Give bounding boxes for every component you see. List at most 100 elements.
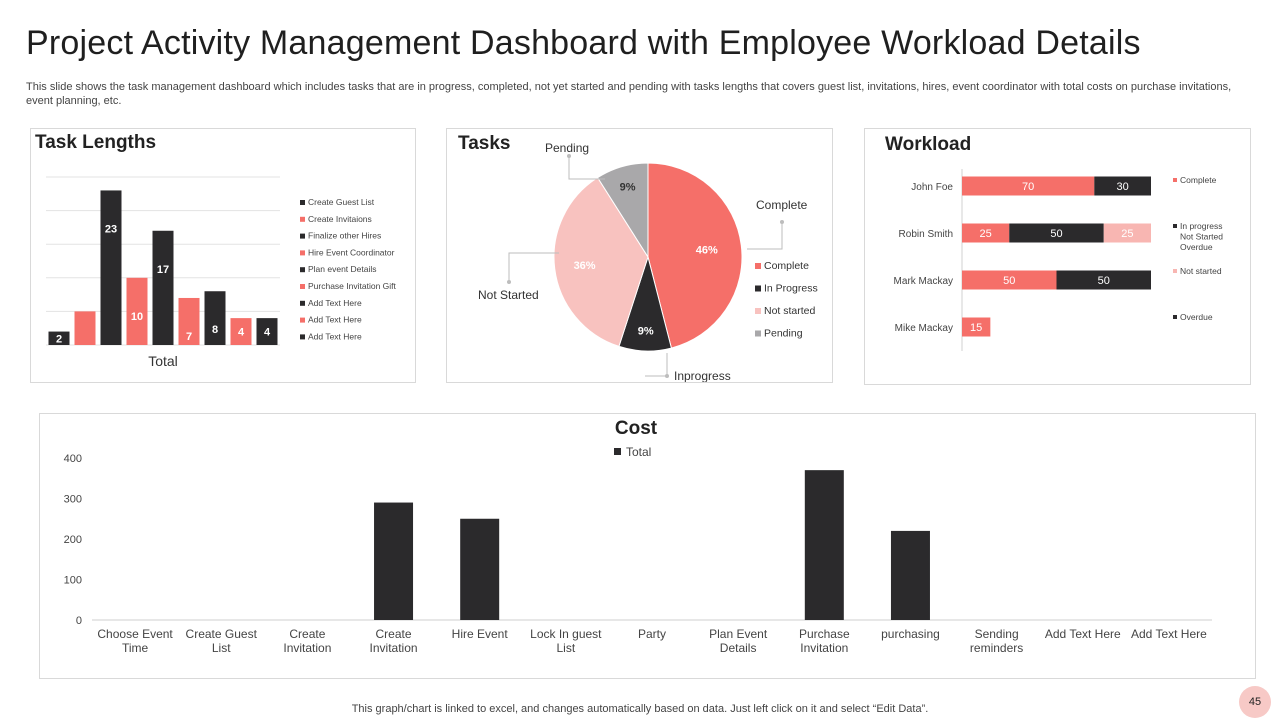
- cost-chart[interactable]: Cost Total 0 100 200 300 400 Choose Event Time Cr…: [40, 414, 1255, 678]
- x-tick-label: Lock In guest List: [530, 627, 602, 655]
- callout-label: Pending: [545, 141, 589, 155]
- slice-value-label: 9%: [638, 325, 654, 337]
- x-tick-label: Party: [638, 627, 666, 641]
- bar: [126, 277, 148, 345]
- bar-value-label: 8: [212, 324, 218, 336]
- stack-segment: [962, 176, 1095, 196]
- bar-value-label: 10: [131, 311, 143, 323]
- legend-label: Pending: [764, 328, 803, 340]
- legend-label: Overdue: [1180, 312, 1213, 322]
- bar: [230, 318, 252, 345]
- stack-segment: [1094, 176, 1151, 196]
- x-tick-label: purchasing: [881, 627, 940, 641]
- x-tick-label: Add Text Here: [1131, 627, 1207, 641]
- pie-slice: [647, 162, 743, 349]
- bar: [256, 318, 278, 345]
- legend-swatch: [300, 216, 305, 222]
- legend-label: Complete: [764, 260, 809, 272]
- legend-swatch: [1173, 269, 1177, 273]
- legend-swatch: [300, 250, 305, 256]
- tasks-panel[interactable]: Tasks 46% 9% 36% 9% Complete Inprogress Not St…: [446, 128, 833, 383]
- leader-line: [747, 222, 783, 250]
- task-lengths-chart[interactable]: 2 5 23 10 17 7 8 4 4 Total Create Guest List Create…: [31, 129, 415, 382]
- legend-swatch: [755, 285, 761, 292]
- x-tick-label: Sending reminders: [970, 627, 1023, 655]
- y-tick-label: 400: [64, 453, 82, 465]
- category-label: Robin Smith: [899, 229, 953, 240]
- legend-swatch: [755, 330, 761, 337]
- legend-swatch: [300, 317, 305, 323]
- bar: [178, 297, 200, 345]
- bar-value-label: 7: [186, 331, 192, 343]
- leader-line: [508, 252, 559, 282]
- stack-segment: [962, 270, 1057, 290]
- legend-label: Create Invitaions: [308, 214, 372, 224]
- segment-value-label: 70: [1022, 181, 1034, 193]
- x-tick-label: Purchase Invitation: [799, 627, 850, 655]
- bar-value-label: 23: [105, 223, 117, 235]
- legend-swatch: [300, 300, 305, 306]
- leader-line: [568, 156, 605, 180]
- legend-swatch: [614, 448, 621, 455]
- segment-value-label: 15: [970, 322, 982, 334]
- legend-swatch: [300, 267, 305, 273]
- legend-swatch: [300, 334, 305, 340]
- legend-swatch: [1173, 178, 1177, 182]
- page-subtitle: This slide shows the task management das…: [26, 81, 1232, 107]
- y-tick-label: 300: [64, 494, 82, 506]
- bar: [460, 518, 500, 620]
- legend-swatch: [300, 233, 305, 239]
- legend-label: Not started: [764, 305, 816, 317]
- legend-label: In Progress: [764, 283, 818, 295]
- segment-value-label: 50: [1098, 275, 1110, 287]
- segment-value-label: 50: [1003, 275, 1015, 287]
- workload-title: Workload: [885, 134, 972, 155]
- bar-value-label: 5: [82, 344, 88, 356]
- pie-slice: [553, 176, 649, 348]
- cost-panel[interactable]: Cost Total 0 100 200 300 400 Choose Event Time Cr…: [39, 413, 1256, 679]
- slice-value-label: 36%: [574, 260, 596, 272]
- category-label: Mike Mackay: [895, 323, 953, 334]
- stack-segment: [1103, 223, 1151, 243]
- cost-title: Cost: [615, 418, 658, 439]
- bar-value-label: 4: [238, 327, 245, 339]
- legend-label: Finalize other Hires: [308, 231, 381, 241]
- x-axis-label: Total: [148, 353, 178, 369]
- legend-label: Add Text Here: [308, 298, 362, 308]
- legend-label: Complete: [1180, 175, 1217, 185]
- segment-value-label: 25: [980, 228, 992, 240]
- y-tick-label: 100: [64, 575, 82, 587]
- x-tick-label: Choose Event Time: [97, 627, 173, 655]
- callout-label: Inprogress: [674, 369, 731, 382]
- legend-label: Purchase Invitation Gift: [308, 281, 397, 291]
- tasks-pie-chart[interactable]: 46% 9% 36% 9% Complete Inprogress Not Started P…: [447, 129, 832, 383]
- leader-dot: [780, 220, 784, 224]
- legend-swatch: [755, 263, 761, 269]
- x-tick-label: Create Invitation: [283, 627, 331, 655]
- bar-value-label: 17: [157, 264, 169, 276]
- bar: [48, 331, 70, 345]
- workload-panel[interactable]: Workload John Foe 70 30 Robin Smith 25 50 25 Ma…: [864, 128, 1251, 385]
- workload-chart[interactable]: John Foe 70 30 Robin Smith 25 50 25 Mark Mackay…: [865, 129, 1250, 384]
- stack-segment: [962, 317, 991, 337]
- bar: [100, 190, 122, 345]
- bar: [804, 470, 844, 620]
- category-label: John Foe: [911, 182, 953, 193]
- legend-label: Add Text Here: [308, 331, 362, 341]
- slice-value-label: 9%: [620, 182, 636, 194]
- page-number: 45: [1239, 686, 1271, 718]
- x-tick-label: Add Text Here: [1045, 627, 1121, 641]
- legend-swatch: [300, 200, 305, 205]
- x-tick-label: Create Invitation: [370, 627, 418, 655]
- legend-label: Create Guest List: [308, 197, 375, 207]
- stack-segment: [962, 223, 1010, 243]
- task-lengths-panel[interactable]: Task Lengths 2 5 23 10 17 7 8 4 4 Total Create Gue…: [30, 128, 416, 383]
- y-tick-label: 200: [64, 534, 82, 546]
- legend-label: Hire Event Coordinator: [308, 247, 395, 257]
- x-tick-label: Hire Event: [452, 627, 509, 641]
- legend-swatch: [1173, 224, 1177, 228]
- bar: [374, 502, 414, 620]
- x-tick-label: Plan Event Details: [709, 627, 768, 655]
- leader-line: [645, 353, 668, 377]
- callout-label: Complete: [756, 198, 808, 212]
